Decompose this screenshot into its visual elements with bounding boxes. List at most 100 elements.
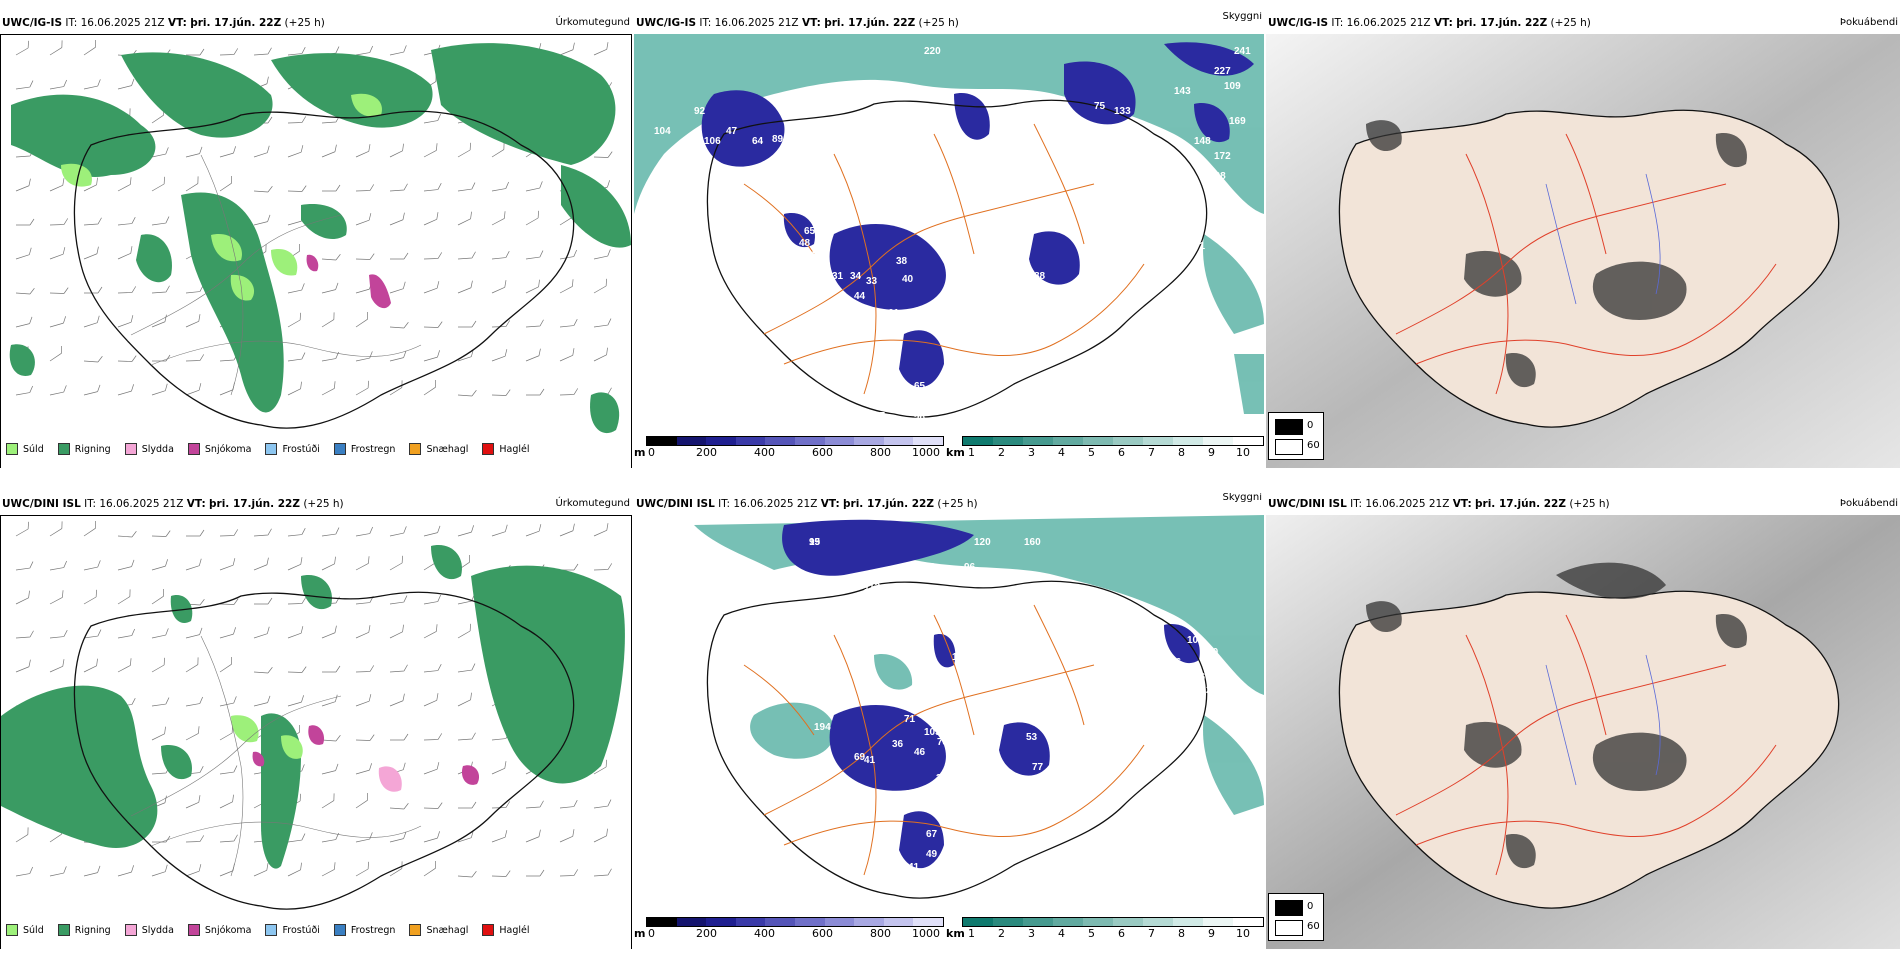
visibility-tick: 10 bbox=[1236, 927, 1250, 940]
legend-swatch bbox=[265, 924, 278, 936]
wind-barb bbox=[84, 286, 103, 294]
precip-map bbox=[0, 515, 632, 949]
ceiling-label: 127 bbox=[1022, 116, 1039, 127]
vt-label: VT: bbox=[167, 17, 187, 29]
ceiling-unit: m bbox=[634, 927, 646, 940]
wind-barb bbox=[355, 526, 374, 537]
ceiling-label: 285 bbox=[1206, 685, 1223, 696]
legend-item: Frostúði bbox=[265, 924, 320, 936]
wind-barb bbox=[389, 143, 404, 158]
wind-barb bbox=[355, 694, 372, 707]
wind-barb bbox=[287, 833, 306, 843]
ceiling-tick: 200 bbox=[696, 446, 717, 459]
wind-barb bbox=[457, 349, 474, 362]
rivers bbox=[1545, 173, 1661, 305]
wind-barb bbox=[185, 146, 203, 158]
fog-legend-high: 60 bbox=[1307, 921, 1320, 932]
wind-barb bbox=[185, 657, 199, 673]
it-label: IT: bbox=[84, 498, 97, 510]
ceiling-tick: 400 bbox=[754, 927, 775, 940]
ceiling-label: 101 bbox=[1187, 635, 1204, 646]
visibility-tick: 2 bbox=[998, 446, 1005, 459]
wind-barb bbox=[15, 866, 34, 877]
wind-barb bbox=[151, 588, 164, 605]
fog-legend-high: 60 bbox=[1307, 440, 1320, 451]
wind-barb bbox=[83, 589, 97, 605]
fog-map-svg bbox=[1266, 515, 1900, 949]
wind-barb bbox=[185, 383, 202, 396]
vt-label: VT: bbox=[801, 17, 821, 29]
lead-time: (+25 h) bbox=[1550, 17, 1591, 29]
wind-barb bbox=[49, 521, 63, 537]
wind-barb bbox=[321, 793, 335, 809]
panel-header: UWC/IG-IS IT: 16.06.2025 21Z VT: þri. 17… bbox=[0, 12, 632, 34]
ceiling-label: 96 bbox=[1194, 672, 1206, 683]
visibility-tick: 8 bbox=[1178, 927, 1185, 940]
ceiling-tick: 1000 bbox=[912, 446, 940, 459]
ceiling-label: 71 bbox=[1194, 241, 1206, 252]
ceiling-label: 101 bbox=[849, 116, 866, 127]
wind-barb bbox=[321, 527, 340, 537]
wind-barb bbox=[151, 864, 168, 877]
legend-item: Súld bbox=[6, 924, 44, 936]
wind-barb bbox=[322, 184, 341, 192]
vt-label: VT: bbox=[186, 498, 206, 510]
it-label: IT: bbox=[1331, 17, 1344, 29]
it-value: 16.06.2025 21Z bbox=[99, 498, 184, 510]
wind-barb bbox=[185, 176, 199, 192]
wind-barb bbox=[389, 803, 409, 810]
wind-barb bbox=[287, 597, 307, 605]
wind-barb bbox=[423, 143, 438, 158]
wind-barb bbox=[287, 626, 304, 639]
wind-barb bbox=[321, 694, 338, 707]
lead-time: (+25 h) bbox=[303, 498, 344, 510]
wind-barb bbox=[117, 865, 134, 877]
ceiling-label: 49 bbox=[926, 849, 938, 860]
legend-label: Rigning bbox=[74, 924, 111, 936]
wind-barb bbox=[321, 862, 336, 877]
wind-barb bbox=[152, 354, 171, 362]
wind-barb bbox=[117, 628, 136, 639]
precip-legend: Súld Rigning Slydda Snjókoma Frostúði Fr… bbox=[6, 921, 544, 939]
ceiling-label: 46 bbox=[914, 747, 926, 758]
ceiling-label: 39 bbox=[936, 773, 948, 784]
wind-barb bbox=[117, 355, 137, 362]
drizzle-areas bbox=[231, 715, 303, 759]
ceiling-label: 41 bbox=[908, 862, 920, 873]
wind-barb bbox=[287, 527, 306, 537]
legend-swatch bbox=[333, 443, 346, 455]
ceiling-bar bbox=[646, 917, 944, 927]
visibility-unit: km bbox=[946, 927, 965, 940]
wind-barb bbox=[491, 761, 507, 775]
cloud-map: 220 241 227 109 143 69 75 133 169 148 172 268 92 47 64… bbox=[634, 34, 1264, 444]
ceiling-label: 41 bbox=[864, 755, 876, 766]
visibility-colorbar: km 1 2 3 4 5 6 7 8 9 10 bbox=[946, 917, 1264, 945]
ceiling-label: 76 bbox=[926, 184, 938, 195]
ceiling-label: 88 bbox=[1034, 271, 1046, 282]
wind-barb bbox=[287, 557, 303, 571]
ceiling-label: 119 bbox=[822, 602, 839, 613]
visibility-bar bbox=[962, 917, 1264, 927]
model-source: UWC/DINI ISL bbox=[1268, 498, 1347, 510]
ceiling-label: 172 bbox=[1214, 151, 1231, 162]
wind-barb bbox=[185, 795, 201, 809]
roads bbox=[743, 123, 1145, 395]
wind-barb bbox=[253, 47, 272, 56]
legend-label: Frostúði bbox=[282, 443, 320, 455]
legend-label: Frostregn bbox=[350, 443, 396, 455]
legend-swatch bbox=[265, 443, 278, 455]
wind-barb bbox=[15, 247, 32, 260]
wind-barb bbox=[321, 381, 336, 396]
ceiling-label: 77 bbox=[1032, 762, 1044, 773]
roads bbox=[743, 604, 1145, 876]
ceiling-label: 112 bbox=[864, 582, 881, 593]
wind-barb bbox=[287, 312, 301, 328]
ceiling-label: 194 bbox=[814, 722, 831, 733]
wind-barb bbox=[117, 559, 135, 571]
ceiling-label: 106 bbox=[704, 136, 721, 147]
wind-barb bbox=[321, 254, 341, 261]
wind-barb bbox=[15, 316, 33, 328]
visibility-colorbar: km 1 2 3 4 5 6 7 8 9 10 bbox=[946, 436, 1264, 464]
panel-title: Þokuábendi bbox=[1839, 17, 1898, 28]
